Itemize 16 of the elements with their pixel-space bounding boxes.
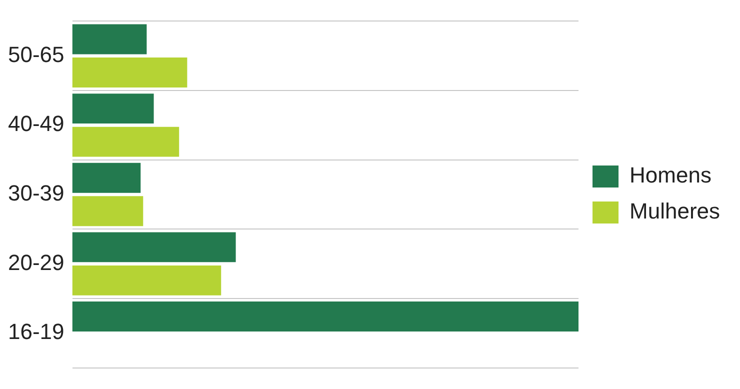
legend-label: Homens xyxy=(630,162,712,188)
y-tick-label: 50-65 xyxy=(8,42,64,67)
bar xyxy=(72,24,147,54)
y-tick-label: 30-39 xyxy=(8,180,64,206)
bar xyxy=(72,94,154,124)
bar xyxy=(72,232,236,262)
bar xyxy=(72,126,180,157)
y-tick-label: 20-29 xyxy=(8,250,64,275)
bar xyxy=(72,58,188,88)
y-tick-label: 40-49 xyxy=(8,111,64,136)
bar xyxy=(72,196,144,226)
bar xyxy=(72,162,141,193)
bar xyxy=(72,302,579,332)
legend-label: Mulheres xyxy=(630,198,720,224)
bar xyxy=(72,265,222,296)
y-tick-label: 16-19 xyxy=(8,319,64,344)
